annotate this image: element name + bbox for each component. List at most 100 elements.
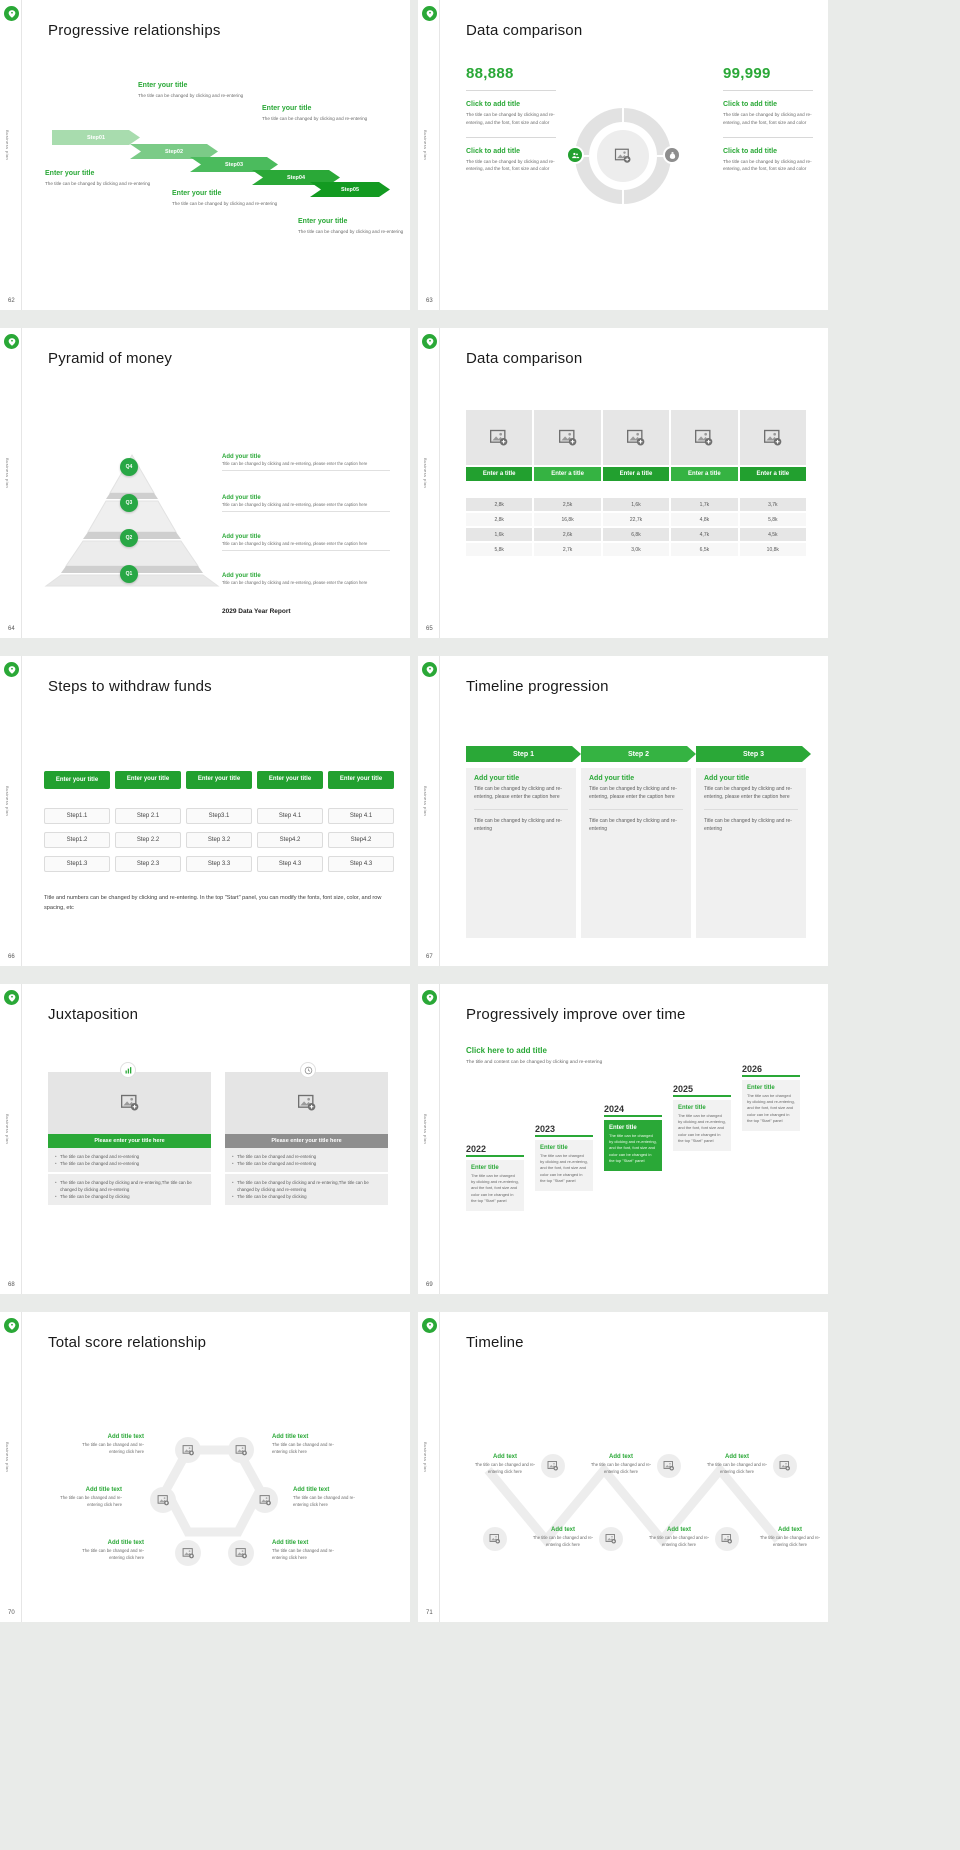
pyramid-level-q1[interactable]: Q1	[120, 565, 138, 583]
chevron-step-2[interactable]: Step02	[130, 144, 218, 159]
step-column-header-5[interactable]: Enter your title	[328, 771, 394, 789]
timeline-node-3[interactable]	[773, 1454, 797, 1478]
image-placeholder-3[interactable]	[602, 410, 670, 465]
step-cell[interactable]: Step 2.2	[115, 832, 181, 848]
slide-grid: Business plan 62 Progressive relationshi…	[0, 0, 960, 1622]
left-item-2-text: The title can be changed by clicking and…	[466, 158, 555, 172]
step-cell[interactable]: Step 4.1	[257, 808, 323, 824]
year-card-2023[interactable]: 2023 Enter title The title can be change…	[535, 1124, 593, 1191]
caption-text: The title can be changed by clicking and…	[172, 201, 278, 206]
image-placeholder[interactable]	[225, 1072, 388, 1134]
timeline-node-4[interactable]	[483, 1527, 507, 1551]
table-header-1[interactable]: Enter a title	[466, 467, 533, 481]
table-header-3[interactable]: Enter a title	[602, 467, 670, 481]
image-placeholder-4[interactable]	[671, 410, 738, 465]
slide-63[interactable]: Business plan 63 Data comparison 88,888 …	[418, 0, 828, 310]
node-icon-3[interactable]	[150, 1487, 176, 1513]
pyramid-level-q2[interactable]: Q2	[120, 529, 138, 547]
chevron-step-5[interactable]: Step05	[310, 182, 390, 197]
page-number: 65	[426, 626, 433, 632]
column-title: Add your title	[704, 775, 750, 782]
zigzag-connector	[484, 1462, 782, 1548]
people-badge-icon[interactable]	[566, 146, 584, 164]
slide-70[interactable]: Business plan 70 Total score relationshi…	[0, 1312, 410, 1622]
slide-69[interactable]: Business plan 69 Progressively improve o…	[418, 984, 828, 1294]
step-cell[interactable]: Step4.2	[257, 832, 323, 848]
panel-title-bar[interactable]: Please enter your title here	[225, 1134, 388, 1148]
step-cell[interactable]: Step 4.3	[328, 856, 394, 872]
pyramid-level-q4[interactable]: Q4	[120, 458, 138, 476]
step-cell[interactable]: Step 4.1	[328, 808, 394, 824]
slide-66[interactable]: Business plan 66 Steps to withdraw funds…	[0, 656, 410, 966]
table-header-2[interactable]: Enter a title	[534, 467, 601, 481]
underline	[673, 1095, 731, 1097]
node-icon-1[interactable]	[175, 1437, 201, 1463]
node-icon-6[interactable]	[228, 1540, 254, 1566]
timeline-step-2[interactable]: Step 2	[581, 746, 696, 762]
chevron-step-1[interactable]: Step01	[52, 130, 140, 145]
pyramid-level-q3[interactable]: Q3	[120, 494, 138, 512]
panel-title-bar[interactable]: Please enter your title here	[48, 1134, 211, 1148]
timeline-node-6[interactable]	[715, 1527, 739, 1551]
donut-center-image-placeholder[interactable]	[597, 130, 649, 182]
node-icon-2[interactable]	[228, 1437, 254, 1463]
timeline-node-5[interactable]	[599, 1527, 623, 1551]
timeline-node-1[interactable]	[541, 1454, 565, 1478]
step-caption-4: Enter your title The title can be change…	[262, 105, 370, 123]
timeline-node-2[interactable]	[657, 1454, 681, 1478]
divider	[723, 90, 813, 91]
node-icon-4[interactable]	[252, 1487, 278, 1513]
step-cell[interactable]: Step 3.2	[186, 832, 252, 848]
slide-64[interactable]: Business plan 64 Pyramid of money Q4 Q3 …	[0, 328, 410, 638]
item-title: Add text	[667, 1527, 691, 1533]
step-cell[interactable]: Step1.1	[44, 808, 110, 824]
score-item-6: Add title text The title can be changed …	[272, 1540, 344, 1561]
slide-67[interactable]: Business plan 67 Timeline progression St…	[418, 656, 828, 966]
item-text: The title can be changed and re-entering…	[82, 1442, 144, 1454]
step-caption-1: Enter your title The title can be change…	[45, 170, 153, 188]
step-column-header-1[interactable]: Enter your title	[44, 771, 110, 789]
year-card-2026[interactable]: 2026 Enter title The title can be change…	[742, 1064, 800, 1131]
step-column-header-3[interactable]: Enter your title	[186, 771, 252, 789]
step-cell[interactable]: Step3.1	[186, 808, 252, 824]
slide-68[interactable]: Business plan 68 Juxtaposition Please en…	[0, 984, 410, 1294]
image-placeholder-5[interactable]	[739, 410, 806, 465]
image-placeholder-1[interactable]	[466, 410, 533, 465]
slide-62[interactable]: Business plan 62 Progressive relationshi…	[0, 0, 410, 310]
step-cell[interactable]: Step1.3	[44, 856, 110, 872]
money-bag-badge-icon[interactable]	[663, 146, 681, 164]
step-cell[interactable]: Step4.2	[328, 832, 394, 848]
page-title: Progressively improve over time	[466, 1006, 686, 1023]
table-cell: 22,7k	[602, 513, 670, 526]
step-cell[interactable]: Step 2.3	[115, 856, 181, 872]
year-card-body: Enter title The title can be changed by …	[673, 1100, 731, 1151]
slide-65[interactable]: Business plan 65 Data comparison Enter a…	[418, 328, 828, 638]
step-cell[interactable]: Step 2.1	[115, 808, 181, 824]
year-card-2025[interactable]: 2025 Enter title The title can be change…	[673, 1084, 731, 1151]
timeline-step-1[interactable]: Step 1	[466, 746, 581, 762]
step-cell[interactable]: Step1.2	[44, 832, 110, 848]
chevron-label: Step01	[86, 134, 106, 141]
chevron-step-3[interactable]: Step03	[190, 157, 278, 172]
step-cell[interactable]: Step 3.3	[186, 856, 252, 872]
table-header-5[interactable]: Enter a title	[739, 467, 806, 481]
timeline-step-3[interactable]: Step 3	[696, 746, 811, 762]
caption-title: Add your title	[222, 534, 261, 540]
step-cell[interactable]: Step 4.3	[257, 856, 323, 872]
year-card-2022[interactable]: 2022 Enter title The title can be change…	[466, 1144, 524, 1211]
underline	[466, 1155, 524, 1157]
chevron-step-4[interactable]: Step04	[252, 170, 340, 185]
page-title: Steps to withdraw funds	[48, 678, 212, 695]
step-column-header-2[interactable]: Enter your title	[115, 771, 181, 789]
year-card-2024[interactable]: 2024 Enter title The title can be change…	[604, 1104, 662, 1171]
image-placeholder[interactable]	[48, 1072, 211, 1134]
column-text: Title can be changed by clicking and re-…	[589, 786, 677, 801]
node-icon-5[interactable]	[175, 1540, 201, 1566]
slide-71[interactable]: Business plan 71 Timeline Add text The t…	[418, 1312, 828, 1622]
item-title: Add title text	[272, 1434, 309, 1440]
table-header-4[interactable]: Enter a title	[671, 467, 738, 481]
item-title: Add text	[725, 1454, 749, 1460]
image-placeholder-2[interactable]	[534, 410, 601, 465]
table-cell: 2,7k	[534, 543, 601, 556]
step-column-header-4[interactable]: Enter your title	[257, 771, 323, 789]
